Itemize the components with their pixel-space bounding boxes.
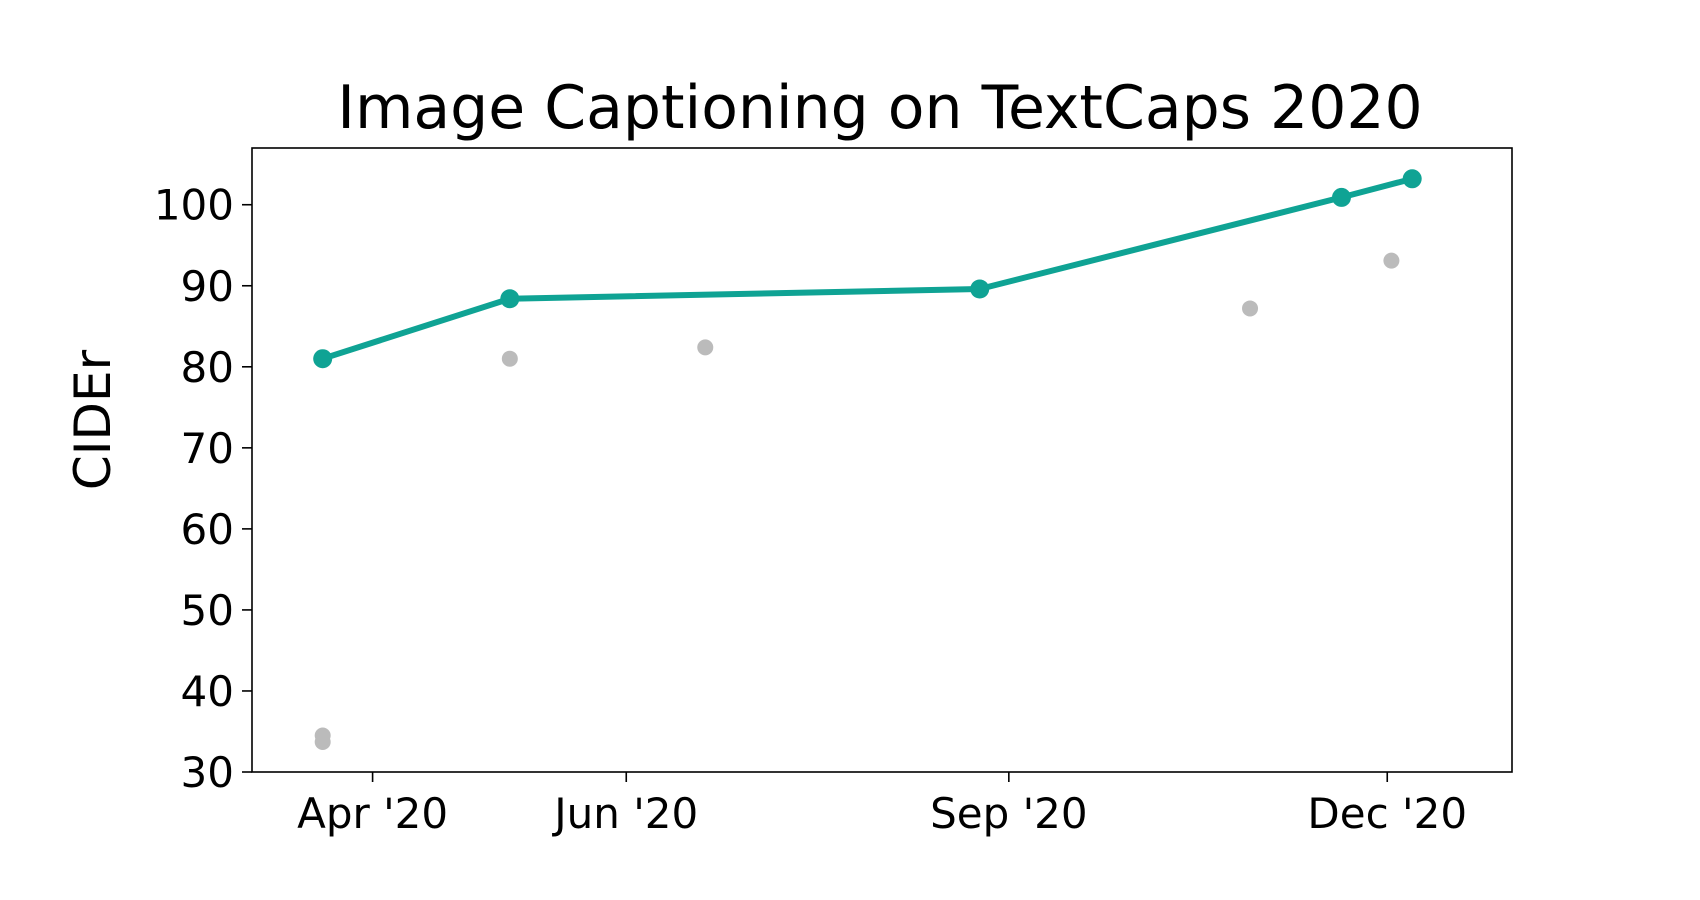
sota-point (313, 349, 333, 369)
y-tick-label: 40 (181, 667, 234, 716)
y-tick-label: 60 (181, 505, 234, 554)
x-tick-label: Dec '20 (1307, 789, 1467, 838)
x-tick-label: Sep '20 (930, 789, 1088, 838)
sota-point (1402, 169, 1422, 189)
y-tick-label: 90 (181, 262, 234, 311)
other-point (1383, 252, 1400, 269)
sota-point (970, 279, 990, 299)
y-tick-label: 50 (181, 586, 234, 635)
y-tick-label: 100 (154, 181, 234, 230)
other-point (314, 734, 331, 751)
sota-point (500, 289, 520, 309)
x-tick-label: Jun '20 (551, 789, 698, 838)
other-point (501, 350, 518, 367)
y-tick-label: 30 (181, 748, 234, 797)
x-tick-label: Apr '20 (297, 789, 448, 838)
sota-line (319, 175, 1416, 362)
y-tick-label: 70 (181, 424, 234, 473)
plot-area: 30 40 50 60 70 80 90 100 Apr '20 Jun '20 Sep '20 De… (154, 147, 1513, 838)
other-point (697, 339, 714, 356)
sota-point (1332, 187, 1352, 207)
plot-frame (251, 147, 1513, 773)
chart-title: Image Captioning on TextCaps 2020 (337, 73, 1422, 143)
y-axis-label: CIDEr (64, 349, 122, 490)
y-tick-label: 80 (181, 343, 234, 392)
other-point (1242, 300, 1259, 317)
